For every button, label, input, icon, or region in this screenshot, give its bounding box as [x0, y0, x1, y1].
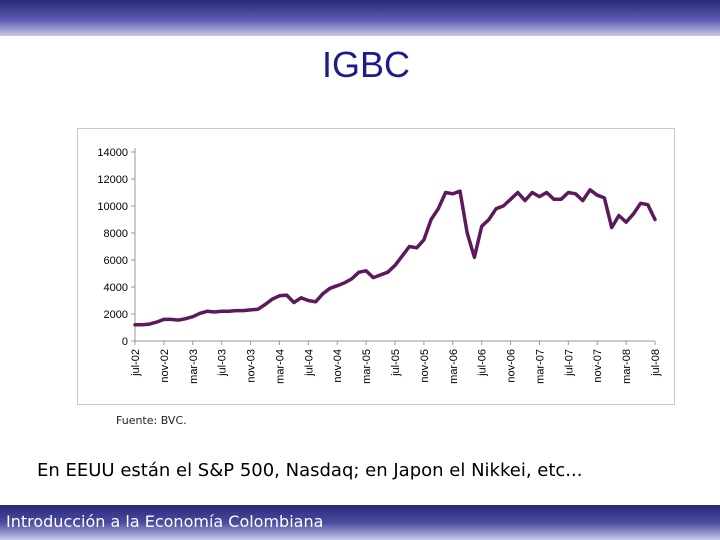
slide-title: IGBC — [321, 44, 410, 85]
x-tick-label: nov-07 — [592, 349, 604, 383]
x-tick-label: nov-04 — [332, 349, 344, 383]
bottom-banner — [0, 505, 720, 540]
chart-frame: 0 2000 4000 6000 8000 10000 12000 14000 jul-02 no… — [77, 128, 675, 405]
y-tick-label: 12000 — [97, 174, 128, 186]
source-note: Fuente: BVC. — [116, 414, 187, 427]
top-banner — [0, 0, 720, 36]
y-tick-label: 2000 — [104, 309, 128, 321]
y-tick-label: 0 — [122, 336, 128, 348]
x-tick-label: mar-04 — [274, 349, 286, 384]
y-tick-label: 4000 — [104, 282, 128, 294]
x-tick-label: nov-03 — [246, 349, 258, 383]
y-tick-label: 6000 — [104, 255, 128, 267]
x-tick-label: nov-06 — [506, 349, 518, 383]
body-text: En EEUU están el S&P 500, Nasdaq; en Jap… — [37, 460, 583, 481]
x-tick-label: jul-06 — [477, 349, 489, 377]
y-tick-label: 8000 — [104, 228, 128, 240]
line-chart: 0 2000 4000 6000 8000 10000 12000 14000 jul-02 no… — [97, 147, 662, 384]
x-tick-label: jul-05 — [390, 349, 402, 377]
x-tick-label: mar-06 — [448, 349, 460, 384]
x-tick-label: jul-02 — [130, 349, 142, 377]
x-tick-label: mar-08 — [621, 349, 633, 384]
y-tick-label: 14000 — [97, 147, 128, 159]
series-line-0 — [133, 188, 657, 327]
x-tick-label: mar-05 — [361, 349, 373, 384]
x-tick-label: jul-04 — [303, 349, 315, 377]
x-tick-label: mar-03 — [188, 349, 200, 384]
x-tick-label: jul-08 — [650, 349, 662, 377]
x-tick-label: jul-03 — [217, 349, 229, 377]
x-tick-label: nov-02 — [159, 349, 171, 383]
y-tick-label: 10000 — [97, 201, 128, 213]
footer-title: Introducción a la Economía Colombiana — [6, 512, 324, 531]
x-tick-label: mar-07 — [534, 349, 546, 384]
x-tick-label: nov-05 — [419, 349, 431, 383]
x-tick-label: jul-07 — [563, 349, 575, 377]
